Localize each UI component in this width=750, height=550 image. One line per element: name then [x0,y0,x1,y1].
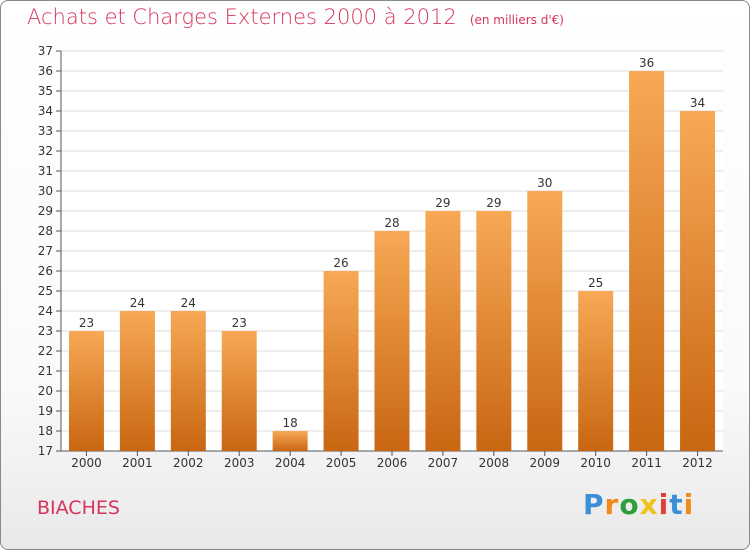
y-tick-label: 36 [38,64,53,78]
bar-2002 [170,311,206,451]
bar-2012 [680,111,716,451]
bar-2003 [221,331,257,451]
y-tick-label: 29 [38,204,53,218]
data-label-2012: 34 [690,96,705,110]
bar-2008 [476,211,512,451]
bar-2011 [629,71,665,451]
bar-2004 [272,431,308,451]
x-tick-label-2002: 2002 [173,456,204,470]
data-label-2005: 26 [333,256,348,270]
y-tick-label: 23 [38,324,53,338]
bar-2010 [578,291,614,451]
x-tick-label-2011: 2011 [631,456,662,470]
logo-letter: r [604,488,620,521]
logo-letter: o [619,488,640,521]
data-label-2001: 24 [130,296,145,310]
x-tick-label-2000: 2000 [71,456,102,470]
data-label-2010: 25 [588,276,603,290]
y-tick-label: 17 [38,444,53,458]
data-label-2009: 30 [537,176,552,190]
data-label-2004: 18 [283,416,298,430]
y-tick-label: 19 [38,404,53,418]
chart-title-main: Achats et Charges Externes 2000 à 2012 [27,5,457,29]
data-label-2000: 23 [79,316,94,330]
logo-letter: x [639,488,659,521]
x-tick-label-2003: 2003 [224,456,255,470]
x-tick-label-2010: 2010 [580,456,611,470]
y-tick-label: 28 [38,224,53,238]
bar-2007 [425,211,461,451]
x-tick-label-2007: 2007 [428,456,459,470]
bar-2009 [527,191,563,451]
y-tick-label: 33 [38,124,53,138]
y-tick-label: 20 [38,384,53,398]
logo-letter: t [669,488,684,521]
bar-2000 [68,331,104,451]
logo-letter: P [583,488,605,521]
bar-2001 [119,311,155,451]
y-tick-label: 26 [38,264,53,278]
y-tick-label: 35 [38,84,53,98]
chart-title: Achats et Charges Externes 2000 à 2012 (… [27,5,564,29]
chart-title-unit: (en milliers d'€) [469,13,564,27]
x-tick-label-2004: 2004 [275,456,306,470]
x-tick-label-2005: 2005 [326,456,357,470]
y-tick-label: 37 [38,44,53,58]
bar-2006 [374,231,410,451]
data-label-2002: 24 [181,296,196,310]
logo-letter: i [683,488,695,521]
data-label-2006: 28 [384,216,399,230]
place-name: BIACHES [37,497,120,519]
proxiti-logo: Proxiti [583,488,694,521]
logo-letter: i [658,488,670,521]
data-label-2007: 29 [435,196,450,210]
y-tick-label: 30 [38,184,53,198]
data-label-2003: 23 [232,316,247,330]
y-tick-label: 32 [38,144,53,158]
x-tick-label-2001: 2001 [122,456,153,470]
y-tick-label: 31 [38,164,53,178]
y-tick-label: 22 [38,344,53,358]
bar-2005 [323,271,359,451]
x-tick-label-2008: 2008 [479,456,510,470]
x-tick-label-2006: 2006 [377,456,408,470]
x-tick-label-2009: 2009 [529,456,560,470]
y-tick-label: 34 [38,104,53,118]
data-label-2011: 36 [639,56,654,70]
x-tick-label-2012: 2012 [682,456,713,470]
data-label-2008: 29 [486,196,501,210]
y-tick-label: 21 [38,364,53,378]
y-tick-label: 18 [38,424,53,438]
y-tick-label: 27 [38,244,53,258]
y-tick-label: 24 [38,304,53,318]
y-tick-label: 25 [38,284,53,298]
